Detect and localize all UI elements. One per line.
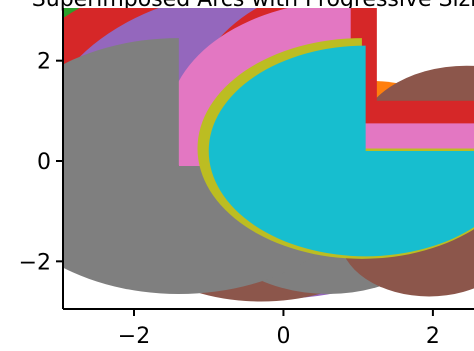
x-tick-label: −2 xyxy=(118,324,150,349)
axes xyxy=(62,8,474,310)
axis-ticks: −2 0 2 −2 0 2 xyxy=(19,50,440,349)
x-tick-label: 2 xyxy=(426,324,440,349)
cyan-arc xyxy=(208,45,474,257)
chart-shapes xyxy=(63,8,474,302)
y-tick-label: 0 xyxy=(37,150,51,175)
y-tick-label: 2 xyxy=(37,50,51,75)
x-tick-label: 0 xyxy=(276,324,290,349)
y-tick-label: −2 xyxy=(19,250,51,275)
